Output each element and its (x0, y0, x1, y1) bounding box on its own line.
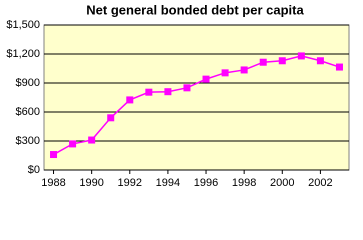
point (259, 58, 267, 66)
y-tick-label: $1,500 (6, 19, 40, 31)
x-tick-label: 1996 (194, 177, 218, 189)
chart-title: Net general bonded debt per capita (86, 2, 304, 17)
x-tick-label: 2002 (308, 177, 332, 189)
y-tick-label: $900 (16, 77, 40, 89)
point (126, 96, 134, 104)
point (164, 88, 172, 96)
x-tick-label: 2000 (270, 177, 294, 189)
y-tick-label: $600 (16, 106, 40, 118)
point (88, 136, 96, 144)
point (202, 75, 210, 83)
point (316, 57, 324, 65)
point (107, 114, 115, 122)
x-tick-label: 1988 (41, 177, 65, 189)
point (278, 57, 286, 65)
series-line (53, 55, 340, 156)
point (335, 63, 343, 71)
x-tick-label: 1994 (156, 177, 180, 189)
y-tick-label: $0 (28, 164, 40, 176)
point (221, 69, 229, 77)
x-tick-label: 1998 (232, 177, 256, 189)
x-tick-label: 1992 (118, 177, 142, 189)
chart: Net general bonded debt per capita $0 $30… (6, 2, 350, 189)
point (297, 52, 305, 60)
y-tick-label: $1,200 (6, 48, 40, 60)
point (240, 66, 248, 74)
x-tick-label: 1990 (79, 177, 103, 189)
point (183, 84, 191, 92)
y-tick-label: $300 (16, 135, 40, 147)
point (69, 140, 77, 148)
point (50, 151, 58, 159)
point (145, 88, 153, 96)
plot-area (43, 24, 350, 171)
